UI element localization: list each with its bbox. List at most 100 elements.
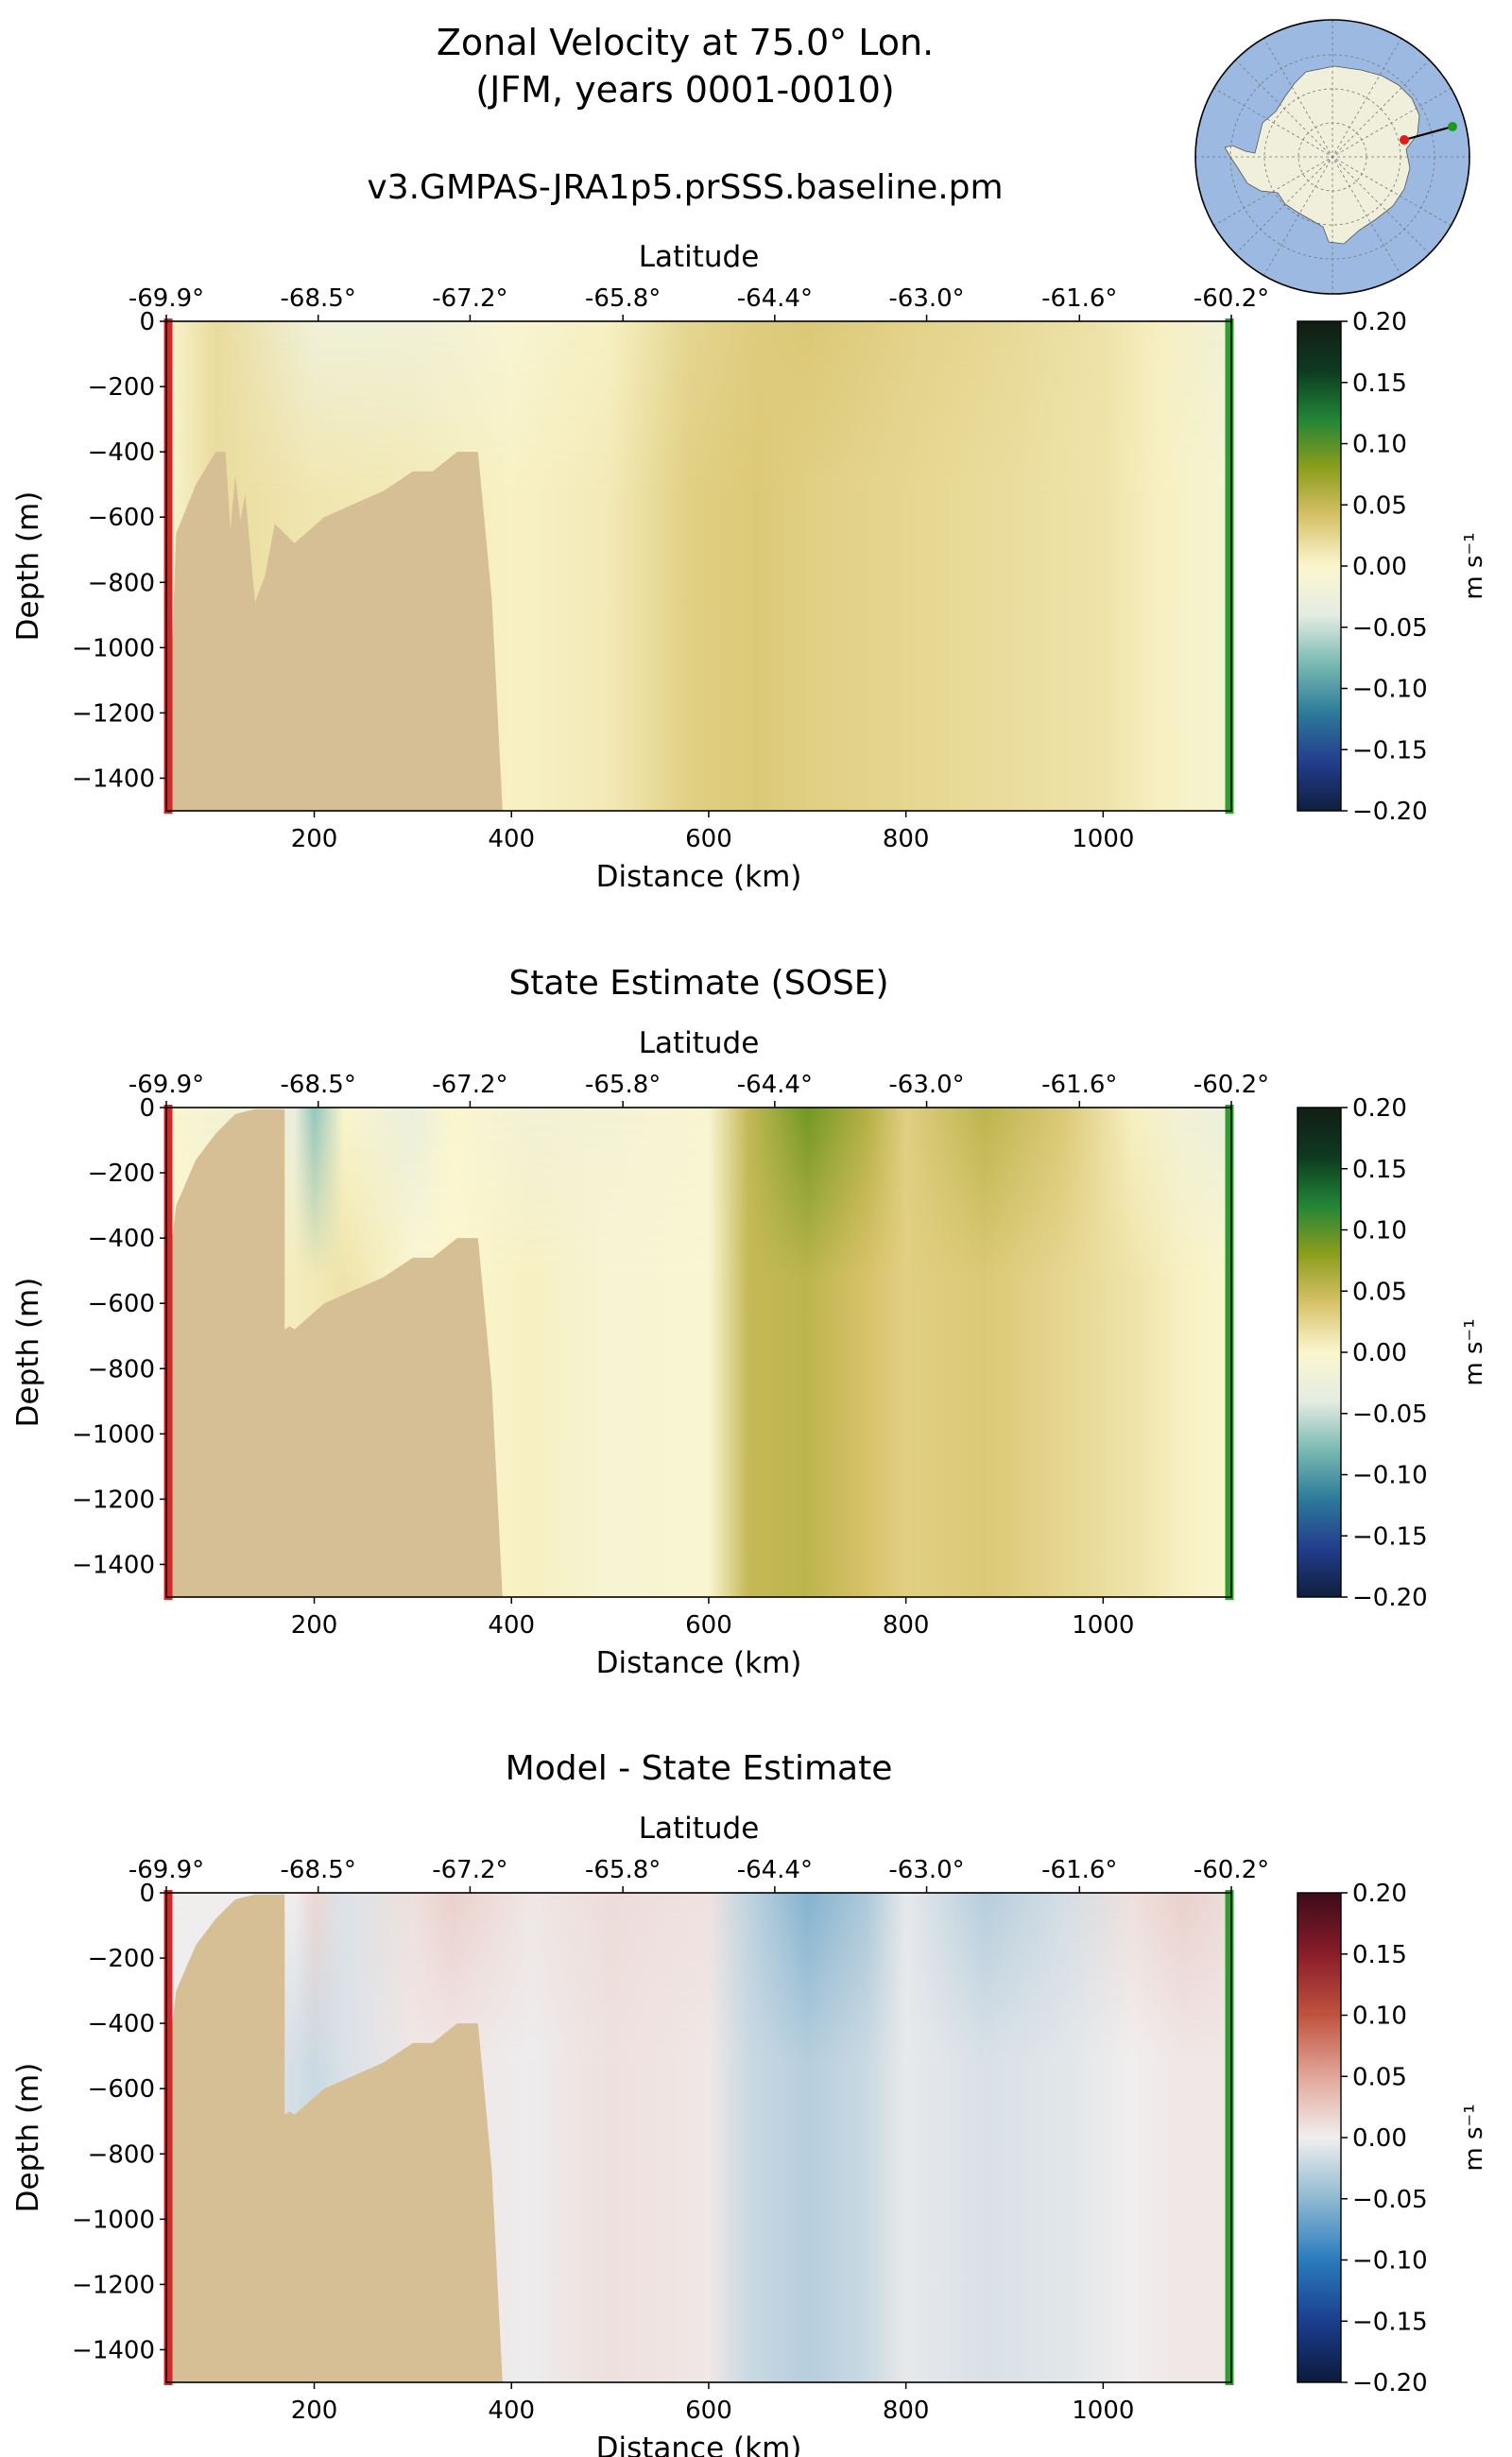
x-tick-label: 200: [291, 1611, 338, 1640]
y-tick-label: −200: [88, 1945, 155, 1973]
panel1-xlabel: Distance (km): [596, 860, 802, 894]
lat-tick-label: -65.8°: [585, 1856, 661, 1884]
panel1-colorbar-label: m s⁻¹: [1460, 532, 1488, 599]
x-tick-label: 600: [685, 1611, 732, 1640]
y-tick-label: −1400: [72, 1551, 155, 1579]
x-tick-label: 600: [685, 825, 732, 853]
y-tick-label: 0: [139, 1880, 155, 1908]
colorbar-tick-label: 0.20: [1352, 308, 1407, 336]
colorbar-tick-label: −0.20: [1352, 1584, 1428, 1612]
colorbar-tick-label: 0.10: [1352, 431, 1407, 459]
lat-tick-label: -63.0°: [888, 1856, 964, 1884]
colorbar-tick-label: 0.15: [1352, 1941, 1407, 1969]
lat-tick-label: -69.9°: [129, 284, 204, 313]
y-tick-label: −200: [88, 1160, 155, 1188]
panel1-bathymetry: [166, 452, 503, 811]
panel3-ylabel: Depth (m): [11, 2063, 45, 2213]
colorbar-tick-label: 0.15: [1352, 369, 1407, 398]
colorbar-tick-label: 0.00: [1352, 1339, 1407, 1367]
y-tick-label: −1000: [72, 1420, 155, 1449]
y-tick-label: −600: [88, 504, 155, 532]
x-tick-label: 200: [291, 825, 338, 853]
panel3-xlabel: Distance (km): [596, 2431, 802, 2457]
x-tick-label: 800: [883, 1611, 930, 1640]
x-tick-label: 800: [883, 825, 930, 853]
colorbar-tick-label: −0.10: [1352, 1462, 1428, 1490]
transect-line: [1403, 125, 1453, 142]
lat-tick-label: -65.8°: [585, 1071, 661, 1099]
colorbar-tick-label: −0.10: [1352, 2247, 1428, 2276]
panel2-colorbar: [1297, 1107, 1342, 1598]
panel3-top-xlabel: Latitude: [639, 1812, 760, 1846]
lat-tick-label: -64.4°: [737, 1071, 813, 1099]
y-tick-label: −200: [88, 373, 155, 402]
figure-title-line2: (JFM, years 0001-0010): [475, 69, 895, 111]
lat-tick-label: -67.2°: [432, 1856, 507, 1884]
panel2-colorbar-label: m s⁻¹: [1460, 1318, 1488, 1385]
y-tick-label: −800: [88, 569, 155, 597]
y-tick-label: −1000: [72, 634, 155, 662]
panel1-top-xlabel: Latitude: [639, 240, 760, 274]
colorbar-tick-label: −0.05: [1352, 1400, 1428, 1429]
panel1-ylabel: Depth (m): [11, 491, 45, 642]
y-tick-label: 0: [139, 308, 155, 336]
x-tick-label: 400: [488, 1611, 535, 1640]
lat-tick-label: -69.9°: [129, 1856, 204, 1884]
y-tick-label: −1200: [72, 2271, 155, 2299]
lat-tick-label: -67.2°: [432, 1071, 507, 1099]
panel3-colorbar: [1297, 1892, 1342, 2383]
x-tick-label: 200: [291, 2397, 338, 2425]
map-boundary: [1194, 19, 1470, 295]
y-tick-label: −1200: [72, 699, 155, 728]
colorbar-tick-label: 0.10: [1352, 1217, 1407, 1246]
lat-tick-label: -61.6°: [1041, 284, 1117, 313]
colorbar-tick-label: 0.20: [1352, 1094, 1407, 1123]
colorbar-tick-label: 0.20: [1352, 1880, 1407, 1908]
panel2-top-xlabel: Latitude: [639, 1026, 760, 1060]
colorbar-tick-label: −0.05: [1352, 614, 1428, 643]
y-tick-label: −400: [88, 2010, 155, 2038]
y-tick-label: −1400: [72, 2336, 155, 2364]
y-tick-label: −400: [88, 1225, 155, 1253]
panel2-frame: [165, 1107, 1232, 1598]
panel2-bathymetry: [166, 1108, 503, 1597]
y-tick-label: −600: [88, 1290, 155, 1318]
lat-tick-label: -68.5°: [281, 284, 356, 313]
y-tick-label: −600: [88, 2075, 155, 2104]
colorbar-tick-label: −0.15: [1352, 736, 1428, 765]
panel2-ylabel: Depth (m): [11, 1278, 45, 1428]
colorbar-tick-label: −0.15: [1352, 2308, 1428, 2336]
figure-title-line1: Zonal Velocity at 75.0° Lon.: [436, 22, 935, 63]
antarctic-inset-map: [1194, 19, 1470, 295]
x-tick-label: 1000: [1072, 825, 1134, 853]
colorbar-tick-label: −0.10: [1352, 676, 1428, 704]
lat-tick-label: -60.2°: [1194, 1856, 1269, 1884]
colorbar-tick-label: 0.05: [1352, 2063, 1407, 2091]
colorbar-tick-label: −0.05: [1352, 2186, 1428, 2214]
lat-tick-label: -64.4°: [737, 284, 813, 313]
panel3-bathymetry: [166, 1894, 503, 2382]
x-tick-label: 1000: [1072, 1611, 1134, 1640]
colorbar-tick-label: 0.15: [1352, 1156, 1407, 1184]
lat-tick-label: -68.5°: [281, 1071, 356, 1099]
y-tick-label: −800: [88, 1355, 155, 1383]
lat-tick-label: -67.2°: [432, 284, 507, 313]
y-tick-label: −1000: [72, 2206, 155, 2234]
colorbar-tick-label: 0.00: [1352, 2124, 1407, 2153]
lat-tick-label: -60.2°: [1194, 1071, 1269, 1099]
colorbar-tick-label: 0.05: [1352, 1278, 1407, 1306]
lat-tick-label: -69.9°: [129, 1071, 204, 1099]
lat-tick-label: -63.0°: [888, 284, 964, 313]
y-tick-label: −400: [88, 438, 155, 467]
colorbar-tick-label: −0.20: [1352, 2369, 1428, 2397]
transect-start-marker: [1400, 135, 1409, 145]
panel1-colorbar: [1297, 320, 1342, 812]
colorbar-tick-label: 0.00: [1352, 553, 1407, 581]
panel2-title: State Estimate (SOSE): [508, 964, 888, 1003]
panel3-colorbar-label: m s⁻¹: [1460, 2104, 1488, 2171]
panel3-frame: [165, 1892, 1232, 2383]
lat-tick-label: -61.6°: [1041, 1856, 1117, 1884]
lat-tick-label: -63.0°: [888, 1071, 964, 1099]
x-tick-label: 400: [488, 825, 535, 853]
